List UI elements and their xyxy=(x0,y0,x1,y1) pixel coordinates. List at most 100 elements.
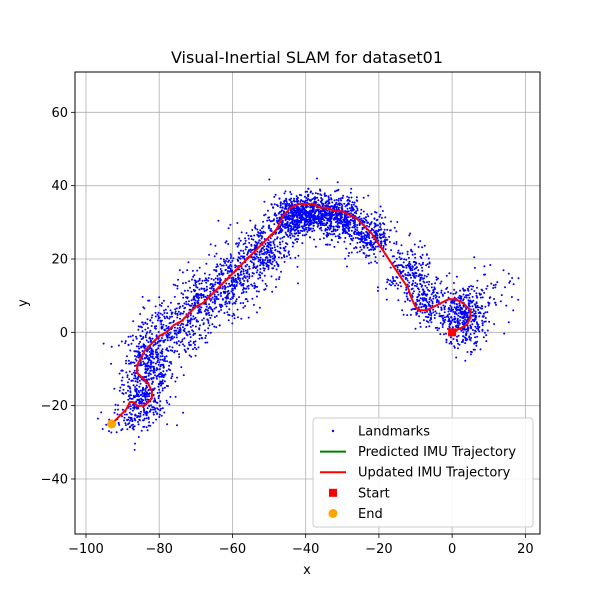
landmark-point xyxy=(312,224,315,227)
landmark-point xyxy=(133,364,136,367)
landmark-point xyxy=(219,263,222,266)
landmark-point xyxy=(200,336,203,339)
landmark-point xyxy=(348,252,350,254)
landmark-point xyxy=(168,333,171,336)
landmark-point xyxy=(406,250,409,253)
landmark-point xyxy=(273,203,276,206)
landmark-point xyxy=(266,209,269,212)
landmark-point xyxy=(279,210,282,213)
landmark-point xyxy=(339,213,341,216)
landmark-point xyxy=(453,345,456,348)
landmark-point xyxy=(316,192,319,195)
landmark-point xyxy=(499,300,502,303)
landmark-point xyxy=(126,374,129,377)
landmark-point xyxy=(472,309,475,312)
landmark-point xyxy=(454,318,456,320)
landmark-point xyxy=(178,353,181,356)
landmark-point xyxy=(305,212,308,215)
landmark-point xyxy=(453,312,456,315)
landmark-point xyxy=(311,192,314,195)
landmark-point xyxy=(421,266,423,269)
landmark-point xyxy=(368,249,371,252)
landmark-point xyxy=(131,409,134,412)
landmark-point xyxy=(153,368,156,371)
landmark-point xyxy=(208,297,211,300)
landmark-point xyxy=(161,352,164,355)
y-tick-label: −40 xyxy=(41,473,68,488)
landmark-point xyxy=(122,392,125,395)
landmark-point xyxy=(397,264,400,267)
landmark-point xyxy=(133,377,136,380)
landmark-point xyxy=(391,276,394,278)
landmark-point xyxy=(162,323,165,326)
landmark-point xyxy=(152,400,155,403)
landmark-point xyxy=(429,296,432,299)
landmark-point xyxy=(159,381,162,384)
landmark-point xyxy=(466,351,469,353)
landmark-point xyxy=(365,216,367,219)
landmark-point xyxy=(345,247,348,250)
landmark-point xyxy=(343,202,346,205)
landmark-point xyxy=(265,262,268,265)
landmark-point xyxy=(472,308,475,311)
landmark-point xyxy=(265,265,268,268)
landmark-point xyxy=(295,214,298,217)
landmark-point xyxy=(340,206,343,209)
landmark-point xyxy=(161,302,163,305)
landmark-point xyxy=(261,279,264,282)
landmark-point xyxy=(388,236,391,238)
landmark-point xyxy=(174,395,177,398)
landmark-point xyxy=(455,275,458,278)
landmark-point xyxy=(211,323,214,326)
landmark-point xyxy=(256,265,259,268)
legend-handle-landmarks xyxy=(331,429,335,433)
landmark-point xyxy=(487,304,490,307)
landmark-point xyxy=(354,221,356,224)
landmark-point xyxy=(268,261,271,264)
landmark-point xyxy=(253,256,255,259)
landmark-point xyxy=(173,351,176,354)
landmark-point xyxy=(278,218,281,221)
landmark-point xyxy=(438,312,441,315)
landmark-point xyxy=(132,320,135,323)
landmark-point xyxy=(395,257,398,260)
landmark-point xyxy=(310,204,313,207)
landmark-point xyxy=(159,351,162,354)
landmark-point xyxy=(159,407,162,410)
landmark-point xyxy=(278,278,280,281)
landmark-point xyxy=(471,323,474,326)
landmark-point xyxy=(316,225,319,228)
landmark-point xyxy=(329,215,332,218)
landmark-point xyxy=(117,404,119,407)
landmark-point xyxy=(168,336,171,339)
landmark-point xyxy=(326,233,329,236)
landmark-point xyxy=(294,226,297,229)
landmark-point xyxy=(205,262,208,265)
landmark-point xyxy=(210,287,213,290)
landmark-point xyxy=(432,297,435,300)
landmark-point xyxy=(220,309,223,311)
landmark-point xyxy=(235,281,238,284)
landmark-point xyxy=(157,331,160,333)
landmark-point xyxy=(266,250,268,253)
landmark-point xyxy=(144,328,147,331)
landmark-point xyxy=(432,295,435,298)
landmark-point xyxy=(434,296,437,299)
landmark-point xyxy=(271,220,274,222)
landmark-point xyxy=(341,225,344,228)
landmark-point xyxy=(150,325,153,327)
landmark-point xyxy=(265,256,268,258)
landmark-point xyxy=(455,291,458,294)
landmark-point xyxy=(449,336,452,339)
landmark-point xyxy=(286,216,289,219)
landmark-point xyxy=(153,357,156,360)
landmark-point xyxy=(467,294,470,297)
landmark-point xyxy=(182,293,185,296)
landmark-point xyxy=(239,249,242,252)
landmark-point xyxy=(345,231,348,234)
landmark-point xyxy=(224,296,227,299)
landmark-point xyxy=(168,364,171,367)
landmark-point xyxy=(205,285,208,288)
landmark-point xyxy=(445,338,448,341)
landmark-point xyxy=(239,261,242,264)
